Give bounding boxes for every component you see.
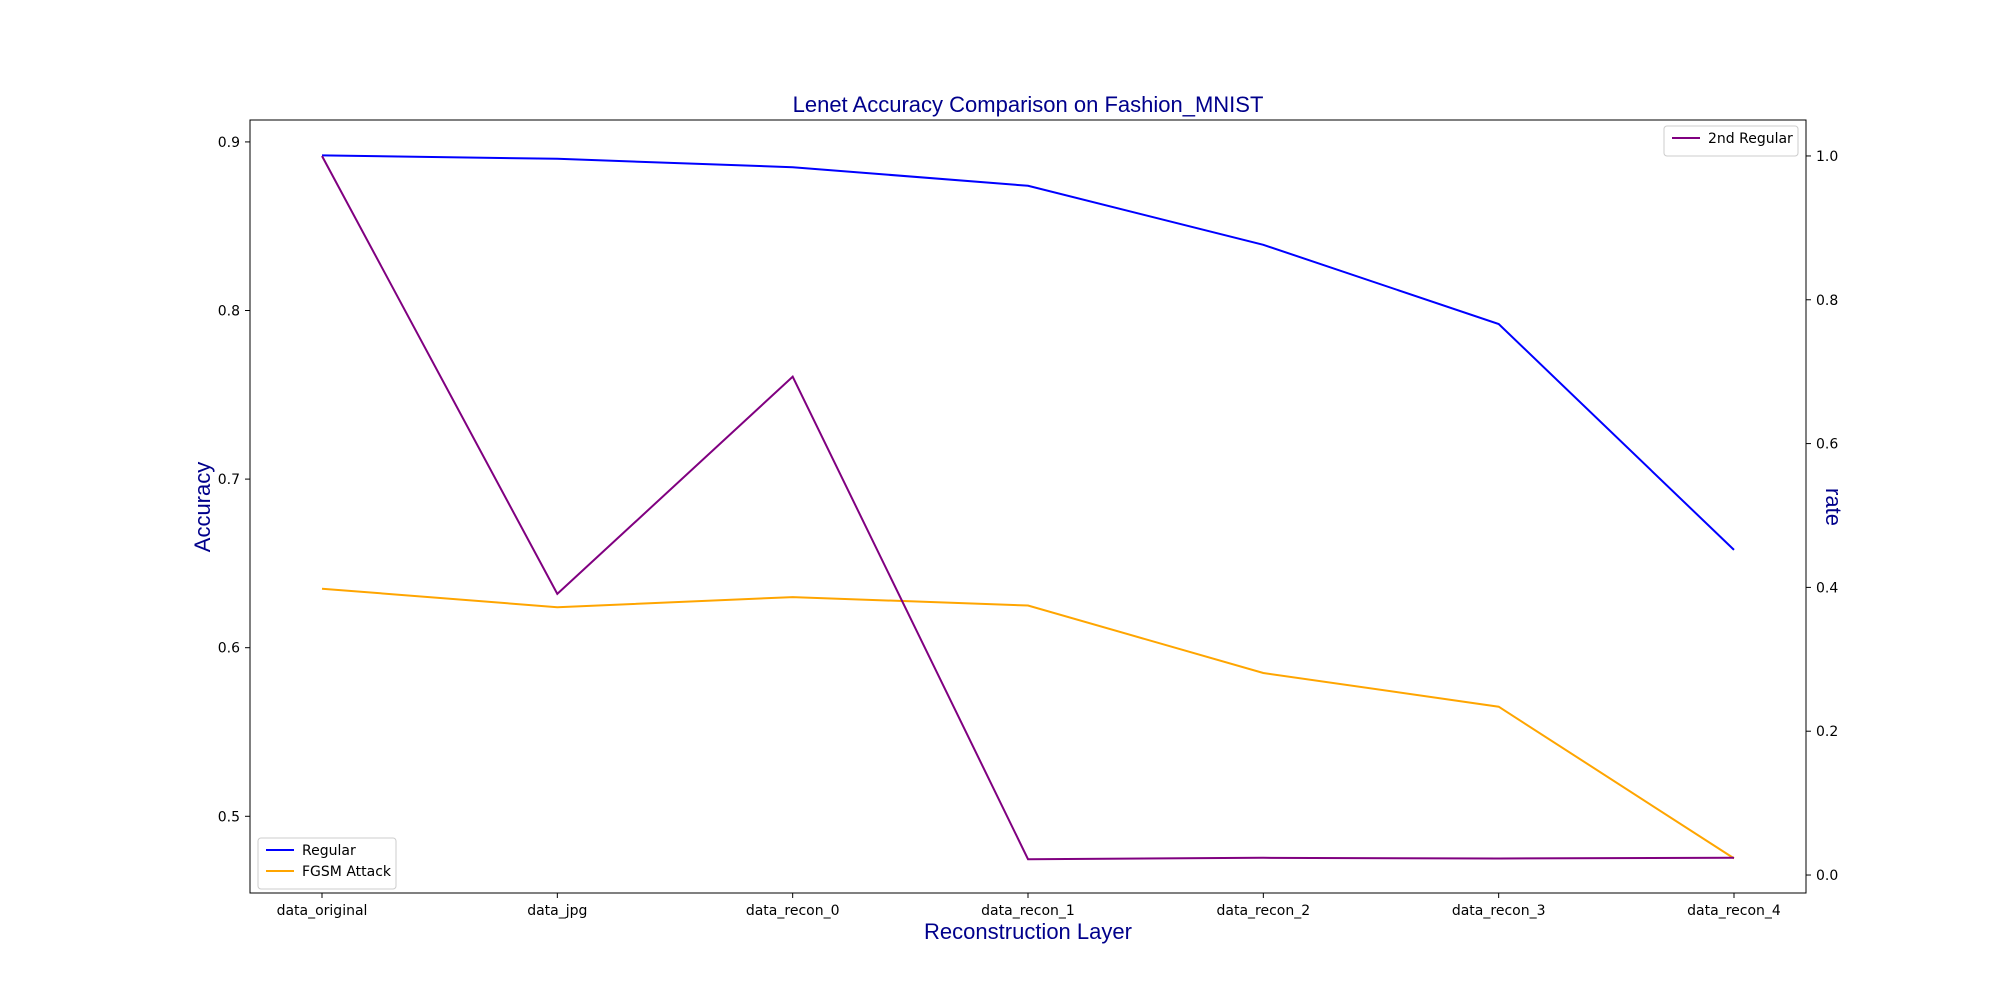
plot-area [321, 154, 1735, 861]
x-tick-label: data_jpg [527, 903, 587, 919]
y-axis-right: 0.0 0.2 0.4 0.6 0.8 1.0 [1806, 149, 1838, 884]
legend-label: Regular [302, 843, 356, 859]
y-left-tick-label: 0.9 [218, 135, 240, 151]
x-tick-label: data_recon_3 [1452, 903, 1546, 919]
legend-frame [1663, 125, 1799, 157]
y-axis-left-title: Accuracy [190, 462, 215, 552]
y-right-tick-label: 0.6 [1816, 437, 1838, 453]
y-left-tick-label: 0.8 [218, 304, 240, 320]
y-left-tick-label: 0.6 [218, 641, 240, 657]
x-tick-label: data_recon_2 [1217, 903, 1311, 919]
y-right-tick-label: 0.4 [1816, 580, 1838, 596]
legend-label: 2nd Regular [1708, 131, 1793, 147]
x-tick-label: data_original [277, 903, 368, 919]
legend-upper-right: 2nd Regular [1663, 125, 1799, 157]
y-axis-left: 0.5 0.6 0.7 0.8 0.9 [218, 135, 250, 825]
x-tick-label: data_recon_0 [746, 903, 840, 919]
series-line-fgsm-attack [321, 587, 1735, 860]
y-axis-right-title: rate [1821, 488, 1846, 526]
x-tick-label: data_recon_4 [1687, 903, 1781, 919]
series-line-regular [321, 154, 1735, 551]
x-tick-label: data_recon_1 [981, 903, 1075, 919]
chart-title: Lenet Accuracy Comparison on Fashion_MNI… [793, 92, 1264, 117]
y-left-tick-label: 0.5 [218, 809, 240, 825]
legend-lower-left: Regular FGSM Attack [257, 837, 397, 890]
series-line-2nd-regular [321, 155, 1735, 861]
x-axis-title: Reconstruction Layer [924, 919, 1132, 944]
y-left-tick-label: 0.7 [218, 472, 240, 488]
plot-frame [249, 119, 1807, 894]
y-right-tick-label: 0.0 [1816, 868, 1838, 884]
y-right-tick-label: 0.2 [1816, 724, 1838, 740]
legend-label: FGSM Attack [302, 864, 392, 880]
y-right-tick-label: 1.0 [1816, 149, 1838, 165]
y-right-tick-label: 0.8 [1816, 293, 1838, 309]
x-axis: data_original data_jpg data_recon_0 data_re… [277, 893, 1781, 919]
